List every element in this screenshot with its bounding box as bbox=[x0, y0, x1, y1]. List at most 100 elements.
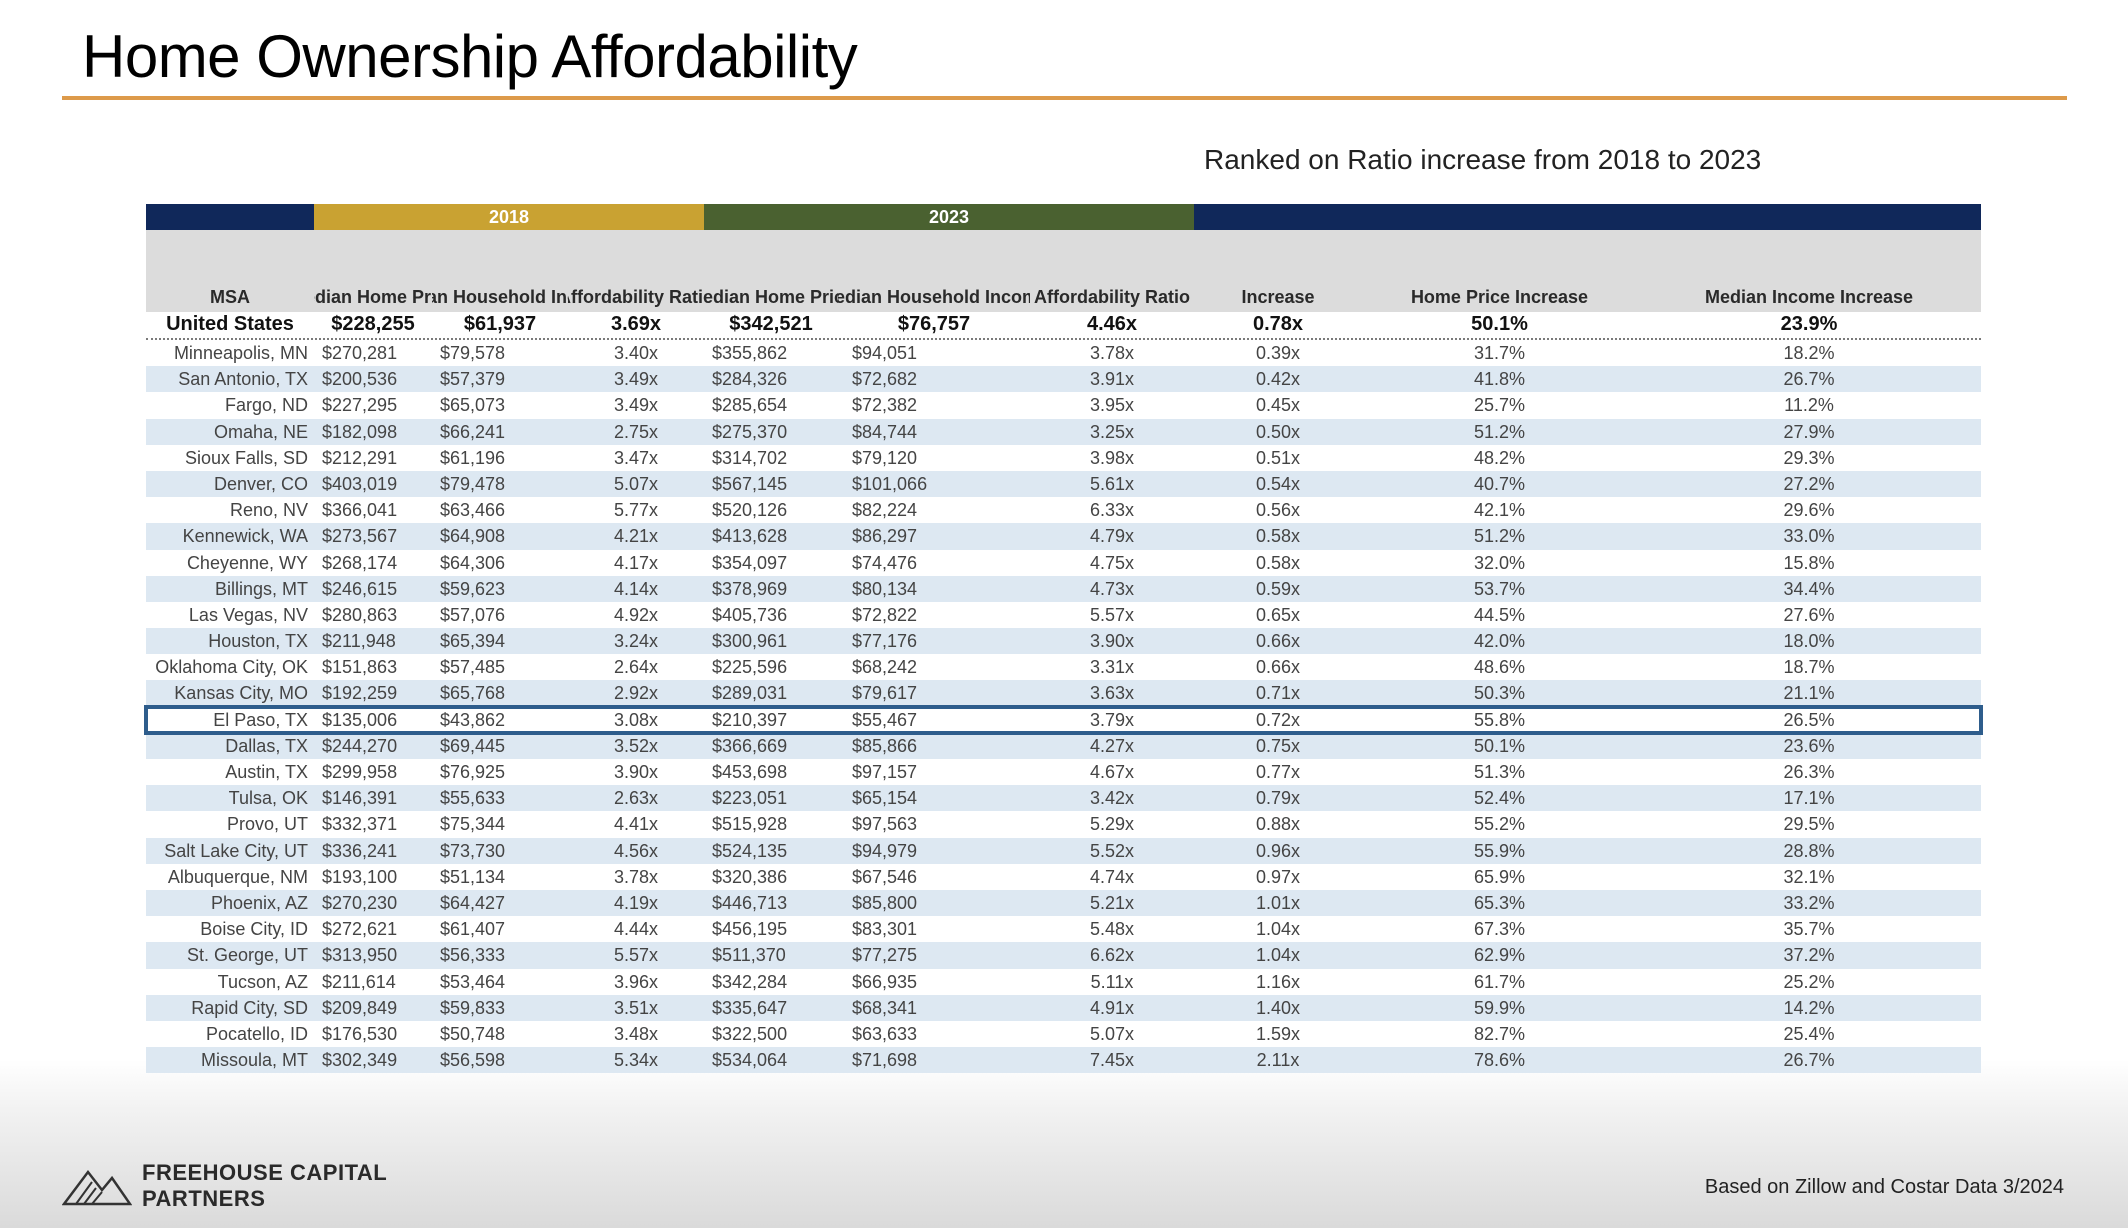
cell-msa: Missoula, MT bbox=[200, 1050, 308, 1071]
cell-price-increase: 32.0% bbox=[1473, 552, 1526, 573]
cell-price-2018: $366,041 bbox=[322, 500, 398, 521]
cell-increase: 0.54x bbox=[1255, 473, 1301, 494]
table-row: Albuquerque, NM $193,100 $51,134 3.78x $320,… bbox=[146, 863, 1981, 890]
cell-ratio-2018: 2.63x bbox=[613, 788, 659, 809]
header-ratio-2018: Affordability Ratio bbox=[568, 287, 704, 307]
cell-msa: Billings, MT bbox=[214, 578, 308, 599]
cell-ratio-2018: 4.92x bbox=[613, 604, 659, 625]
cell-income-2023: $65,154 bbox=[852, 788, 918, 809]
cell-ratio-2018: 4.56x bbox=[613, 840, 659, 861]
table-row: Phoenix, AZ $270,230 $64,427 4.19x $446,713 $… bbox=[146, 889, 1981, 917]
cell-income-2018: $51,134 bbox=[440, 866, 506, 887]
cell-income-2018: $50,748 bbox=[440, 1023, 506, 1044]
cell-msa: Fargo, ND bbox=[224, 395, 308, 416]
cell-ratio-2018: 4.21x bbox=[613, 526, 659, 547]
cell-increase: 0.71x bbox=[1255, 683, 1301, 704]
cell-income-increase: 27.6% bbox=[1783, 604, 1835, 625]
table-row: Missoula, MT $302,349 $56,598 5.34x $534,064… bbox=[146, 1047, 1981, 1074]
table-row: Oklahoma City, OK $151,863 $57,485 2.64x $22… bbox=[146, 654, 1981, 681]
cell-increase: 0.45x bbox=[1255, 395, 1301, 416]
cell-income-increase: 18.2% bbox=[1783, 343, 1835, 363]
cell-ratio-2023: 4.91x bbox=[1089, 997, 1135, 1018]
cell-msa: Kennewick, WA bbox=[182, 526, 308, 547]
cell-price-2018: $403,019 bbox=[322, 473, 398, 494]
cell-ratio-2023: 3.31x bbox=[1089, 657, 1135, 678]
cell-price-2018: $209,849 bbox=[322, 997, 398, 1018]
us-price-2018: $228,255 bbox=[331, 313, 415, 335]
logo-line1: FREEHOUSE CAPITAL bbox=[142, 1160, 388, 1185]
cell-ratio-2018: 2.64x bbox=[613, 657, 659, 678]
cell-income-2018: $55,633 bbox=[440, 788, 506, 809]
table-row: Salt Lake City, UT $336,241 $73,730 4.56x $5… bbox=[146, 837, 1981, 864]
cell-price-increase: 55.2% bbox=[1473, 814, 1526, 835]
cell-msa: Rapid City, SD bbox=[191, 997, 308, 1018]
cell-income-increase: 25.2% bbox=[1783, 971, 1835, 992]
cell-income-increase: 37.2% bbox=[1783, 945, 1835, 966]
header-income-2023: Median Household Income bbox=[838, 287, 1030, 307]
cell-increase: 0.72x bbox=[1255, 709, 1301, 730]
cell-msa: Sioux Falls, SD bbox=[184, 447, 308, 468]
cell-msa: Tucson, AZ bbox=[217, 971, 308, 992]
cell-price-2018: $200,536 bbox=[322, 369, 398, 390]
cell-msa: Provo, UT bbox=[226, 814, 308, 835]
table-row: Houston, TX $211,948 $65,394 3.24x $300,961 $… bbox=[146, 628, 1981, 655]
cell-ratio-2018: 4.14x bbox=[613, 578, 659, 599]
cell-ratio-2018: 3.49x bbox=[613, 369, 659, 390]
cell-ratio-2023: 5.07x bbox=[1089, 1023, 1135, 1044]
cell-income-2023: $84,744 bbox=[852, 421, 918, 442]
band-change bbox=[1194, 204, 1981, 230]
table-row: Billings, MT $246,615 $59,623 4.14x $378,969… bbox=[146, 575, 1981, 602]
cell-ratio-2018: 3.24x bbox=[613, 631, 659, 652]
cell-price-increase: 51.2% bbox=[1473, 526, 1526, 547]
cell-income-2023: $77,176 bbox=[852, 631, 918, 652]
cell-ratio-2023: 3.98x bbox=[1089, 447, 1135, 468]
cell-increase: 0.66x bbox=[1255, 631, 1301, 652]
cell-ratio-2018: 4.17x bbox=[613, 552, 659, 573]
cell-msa: San Antonio, TX bbox=[178, 369, 308, 390]
cell-income-2018: $73,730 bbox=[440, 840, 506, 861]
cell-price-increase: 48.6% bbox=[1473, 657, 1526, 678]
cell-ratio-2023: 5.57x bbox=[1089, 604, 1135, 625]
cell-ratio-2018: 3.08x bbox=[613, 709, 659, 730]
cell-ratio-2023: 4.79x bbox=[1089, 526, 1135, 547]
cell-price-2023: $314,702 bbox=[712, 447, 788, 468]
cell-price-2023: $524,135 bbox=[712, 840, 788, 861]
cell-price-2023: $335,647 bbox=[712, 997, 788, 1018]
cell-price-2018: $270,230 bbox=[322, 892, 398, 913]
cell-income-2023: $72,822 bbox=[852, 604, 918, 625]
cell-msa: Phoenix, AZ bbox=[210, 892, 308, 913]
cell-income-2018: $57,379 bbox=[440, 369, 506, 390]
cell-income-increase: 26.7% bbox=[1783, 1050, 1835, 1071]
us-price-increase: 50.1% bbox=[1471, 313, 1528, 335]
cell-increase: 1.04x bbox=[1255, 945, 1301, 966]
cell-increase: 0.58x bbox=[1255, 526, 1301, 547]
cell-price-2018: $192,259 bbox=[322, 683, 398, 704]
cell-price-2018: $313,950 bbox=[322, 945, 398, 966]
cell-ratio-2018: 3.90x bbox=[613, 762, 659, 782]
table-row: Minneapolis, MN $270,281 $79,578 3.40x $355,… bbox=[146, 340, 1981, 367]
cell-price-2023: $223,051 bbox=[712, 788, 788, 809]
table-row: Sioux Falls, SD $212,291 $61,196 3.47x $314,… bbox=[146, 444, 1981, 471]
cell-income-2018: $43,862 bbox=[440, 709, 506, 730]
table-row: Dallas, TX $244,270 $69,445 3.52x $366,669 $8… bbox=[146, 732, 1981, 759]
cell-income-2023: $79,617 bbox=[852, 683, 918, 704]
cell-price-increase: 42.0% bbox=[1473, 631, 1526, 652]
cell-price-2018: $212,291 bbox=[322, 447, 398, 468]
cell-price-2023: $300,961 bbox=[712, 631, 788, 652]
cell-ratio-2023: 4.67x bbox=[1089, 762, 1135, 782]
cell-msa: Salt Lake City, UT bbox=[164, 840, 308, 861]
cell-price-2023: $320,386 bbox=[712, 866, 788, 887]
source-footnote: Based on Zillow and Costar Data 3/2024 bbox=[1704, 1176, 2064, 1198]
cell-price-2018: $302,349 bbox=[322, 1050, 398, 1071]
cell-income-2018: $65,073 bbox=[440, 395, 506, 416]
cell-income-increase: 18.0% bbox=[1783, 631, 1835, 652]
cell-price-increase: 50.1% bbox=[1473, 735, 1526, 756]
header-income-2018: Median Household Income bbox=[432, 287, 568, 307]
cell-increase: 0.77x bbox=[1255, 762, 1301, 782]
cell-income-2018: $61,196 bbox=[440, 447, 506, 468]
cell-msa: St. George, UT bbox=[186, 945, 308, 966]
cell-price-2023: $453,698 bbox=[712, 762, 788, 782]
title-underline bbox=[62, 96, 2067, 100]
cell-ratio-2018: 3.52x bbox=[613, 735, 659, 756]
cell-ratio-2018: 3.51x bbox=[613, 997, 659, 1018]
